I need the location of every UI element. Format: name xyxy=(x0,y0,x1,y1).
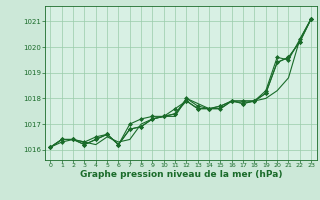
X-axis label: Graphe pression niveau de la mer (hPa): Graphe pression niveau de la mer (hPa) xyxy=(80,170,282,179)
